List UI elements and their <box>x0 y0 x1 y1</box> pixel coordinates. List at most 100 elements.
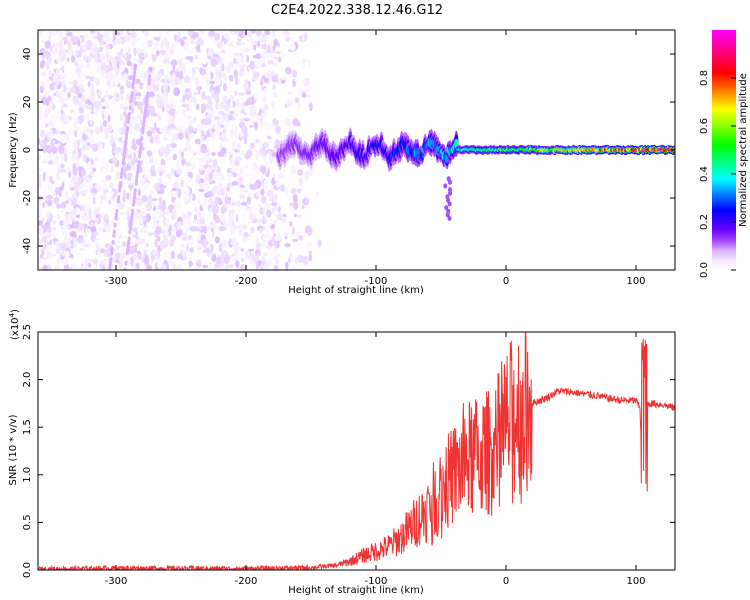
noise-cell <box>62 201 67 209</box>
noise-cell <box>89 185 93 195</box>
noise-cell <box>272 246 278 254</box>
y-tick-label: 1.0 <box>22 467 33 483</box>
noise-cell <box>151 249 159 256</box>
noise-cell <box>208 179 211 183</box>
noise-cell <box>202 264 209 269</box>
y-tick-label: 0.5 <box>22 514 33 530</box>
noise-cell <box>119 103 124 110</box>
noise-cell <box>116 51 122 58</box>
noise-cell <box>239 63 246 68</box>
noise-cell <box>218 200 223 205</box>
noise-cell <box>47 225 52 233</box>
noise-cell <box>69 47 74 57</box>
noise-cell <box>253 71 260 79</box>
noise-cell <box>151 127 155 135</box>
noise-cell <box>221 35 225 41</box>
noise-cell <box>128 130 134 135</box>
noise-cell <box>230 226 236 236</box>
noise-cell <box>198 122 203 132</box>
noise-cell <box>276 213 284 221</box>
noise-cell <box>238 30 245 38</box>
snr-x-label: Height of straight line (km) <box>288 585 424 596</box>
noise-cell <box>185 56 192 61</box>
noise-cell <box>146 150 153 157</box>
noise-cell <box>60 113 65 122</box>
noise-cell <box>180 180 184 188</box>
noise-cell <box>124 43 130 49</box>
noise-cell <box>148 91 155 98</box>
noise-cell <box>301 93 307 98</box>
noise-cell <box>230 146 235 151</box>
noise-cell <box>244 129 248 134</box>
noise-cell <box>136 78 141 84</box>
x-tick-label: -200 <box>235 276 258 287</box>
noise-cell <box>211 151 216 156</box>
noise-cell <box>111 194 115 201</box>
noise-cell <box>81 215 88 221</box>
noise-cell <box>138 72 142 80</box>
noise-cell <box>187 216 191 225</box>
noise-cell <box>204 192 210 198</box>
noise-cell <box>224 138 229 142</box>
noise-cell <box>241 108 245 115</box>
noise-cell <box>201 202 206 208</box>
noise-cell <box>263 77 269 84</box>
noise-cell <box>277 229 283 234</box>
noise-cell <box>56 214 61 220</box>
noise-cell <box>218 110 225 115</box>
noise-cell <box>78 107 85 114</box>
noise-cell <box>193 98 197 104</box>
noise-cell <box>261 226 265 231</box>
noise-cell <box>85 92 92 100</box>
noise-cell <box>38 205 41 211</box>
noise-cell <box>207 47 214 57</box>
noise-cell <box>55 78 60 86</box>
snr-plot-area <box>38 332 675 570</box>
noise-cell <box>185 226 189 235</box>
noise-cell <box>235 214 239 223</box>
noise-cell <box>88 166 93 172</box>
noise-cell <box>152 135 156 143</box>
noise-cell <box>52 238 59 243</box>
noise-cell <box>151 52 157 62</box>
streak-cell <box>111 239 115 245</box>
noise-cell <box>284 243 292 248</box>
noise-cell <box>223 254 230 264</box>
noise-cell <box>148 96 155 106</box>
noise-cell <box>225 100 229 104</box>
noise-cell <box>207 109 215 119</box>
noise-cell <box>65 96 70 101</box>
noise-cell <box>78 84 85 91</box>
noise-cell <box>194 206 199 213</box>
noise-cell <box>210 58 217 67</box>
noise-cell <box>75 149 79 159</box>
noise-cell <box>46 131 51 141</box>
noise-cell <box>136 47 141 54</box>
noise-cell <box>227 182 231 188</box>
noise-cell <box>193 32 199 39</box>
noise-cell <box>210 72 214 80</box>
noise-cell <box>111 190 115 196</box>
noise-cell <box>71 175 76 185</box>
noise-cell <box>198 219 206 225</box>
noise-cell <box>81 181 86 188</box>
noise-cell <box>158 53 163 61</box>
noise-cell <box>203 74 206 79</box>
noise-cell <box>151 224 156 230</box>
noise-cell <box>47 55 53 64</box>
noise-cell <box>270 236 276 246</box>
noise-cell <box>245 250 251 259</box>
colorbar-tick-label: 0.4 <box>699 166 710 182</box>
noise-cell <box>127 47 131 55</box>
noise-cell <box>74 129 78 138</box>
noise-cell <box>67 204 72 211</box>
noise-cell <box>218 182 223 190</box>
noise-cell <box>65 191 69 198</box>
noise-cell <box>291 69 298 78</box>
noise-cell <box>101 210 106 217</box>
streak-cell <box>148 73 152 79</box>
noise-cell <box>217 151 225 157</box>
noise-cell <box>96 65 102 74</box>
noise-cell <box>61 98 66 102</box>
noise-cell <box>135 238 142 245</box>
